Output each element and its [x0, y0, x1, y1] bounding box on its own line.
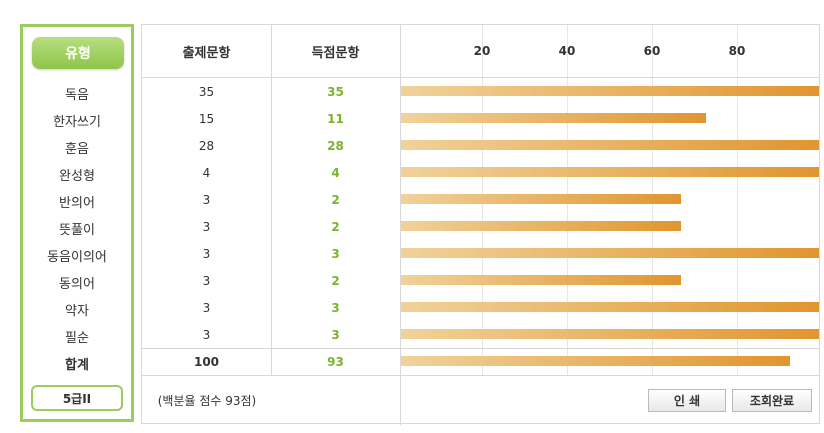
sidebar-item-total: 합계 [65, 358, 89, 373]
sidebar-item-synonym: 동의어 [59, 277, 95, 292]
score-bar [401, 140, 819, 150]
score-cell: 4 [331, 165, 340, 180]
score-bar [401, 275, 681, 285]
score-cell: 3 [331, 300, 340, 315]
done-button[interactable]: 조회완료 [732, 389, 812, 412]
score-bar [401, 86, 819, 96]
score-cell: 3 [331, 327, 340, 342]
score-cell: 2 [331, 219, 340, 234]
type-button[interactable]: 유형 [32, 37, 124, 69]
questions-cell: 15 [198, 111, 215, 126]
score-header: 득점문항 [311, 45, 360, 61]
questions-cell: 3 [202, 273, 211, 288]
questions-cell: 3 [202, 327, 211, 342]
score-cell: 28 [327, 138, 344, 153]
sidebar-item-abbreviation: 약자 [65, 304, 89, 319]
score-bar [401, 302, 819, 312]
type-sidebar: 유형 독음 한자쓰기 훈음 완성형 반의어 뜻풀이 동음이의어 동의어 약자 필… [20, 24, 134, 422]
score-cell: 11 [327, 111, 344, 126]
sidebar-item-meaning: 훈음 [65, 142, 89, 157]
percentage-note: (백분율 점수 93점) [157, 393, 257, 408]
sidebar-item-stroke-order: 필순 [65, 331, 89, 346]
score-bar [401, 113, 706, 123]
questions-cell: 35 [198, 84, 215, 99]
score-cell: 3 [331, 246, 340, 261]
questions-cell: 3 [202, 246, 211, 261]
sidebar-item-writing: 한자쓰기 [53, 115, 101, 130]
sidebar-item-homonym: 동음이의어 [47, 250, 107, 265]
sidebar-item-reading: 독음 [65, 88, 89, 103]
level-button[interactable]: 5급II [31, 385, 123, 411]
score-cell: 2 [331, 192, 340, 207]
score-bar [401, 167, 819, 177]
print-button[interactable]: 인 쇄 [648, 389, 726, 412]
column-divider [400, 25, 401, 375]
questions-header: 출제문항 [182, 45, 231, 61]
questions-cell: 3 [202, 192, 211, 207]
sidebar-item-completion: 완성형 [59, 169, 95, 184]
score-cell: 35 [327, 84, 344, 99]
score-bar [401, 329, 819, 339]
total-divider [142, 348, 819, 349]
questions-cell: 3 [202, 219, 211, 234]
score-bar [401, 248, 819, 258]
total-score-cell: 93 [327, 354, 344, 369]
x-tick: 80 [728, 44, 746, 58]
questions-cell: 3 [202, 300, 211, 315]
sidebar-item-definition: 뜻풀이 [59, 223, 95, 238]
score-cell: 2 [331, 273, 340, 288]
x-tick: 60 [643, 44, 661, 58]
x-tick: 20 [473, 44, 491, 58]
x-tick: 40 [558, 44, 576, 58]
header-divider [142, 77, 819, 78]
questions-cell: 4 [202, 165, 211, 180]
sidebar-item-antonym: 반의어 [59, 196, 95, 211]
column-divider [271, 25, 272, 375]
score-bar [401, 221, 681, 231]
column-divider [400, 375, 401, 425]
score-bar [401, 356, 790, 366]
total-questions-cell: 100 [193, 354, 220, 369]
result-table: 출제문항 득점문항 20 40 60 80 35 15 28 4 3 3 3 3… [141, 24, 820, 425]
footer-divider [142, 375, 819, 376]
score-bar [401, 194, 681, 204]
grid-line [737, 25, 738, 375]
questions-cell: 28 [198, 138, 215, 153]
